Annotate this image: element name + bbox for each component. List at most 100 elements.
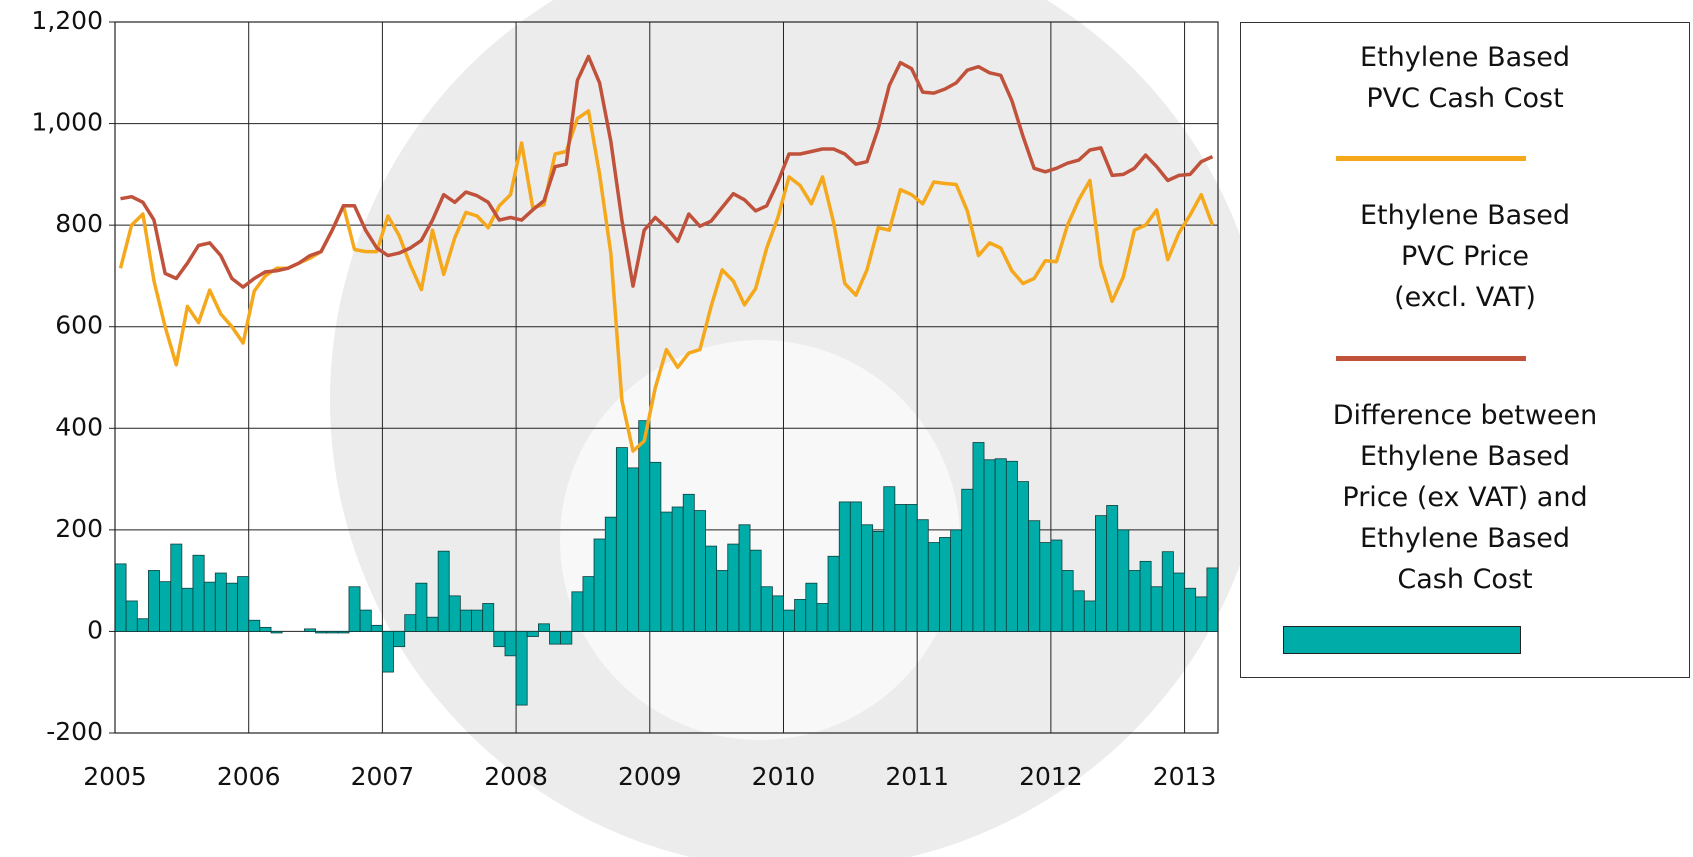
bar [1061, 570, 1074, 632]
bar [1206, 567, 1219, 632]
legend-label: Ethylene Based PVC Price (excl. VAT) [1359, 200, 1571, 313]
y-tick-label: 1,000 [31, 108, 103, 137]
bar [1072, 590, 1085, 632]
y-tick-label: 0 [87, 615, 103, 644]
bar [738, 524, 751, 632]
bar [660, 511, 673, 632]
y-tick-label: 800 [55, 209, 103, 238]
bar [593, 538, 606, 632]
y-tick-label: 200 [55, 514, 103, 543]
bar [159, 581, 172, 632]
bar [927, 542, 940, 632]
bar [760, 586, 773, 632]
bar [437, 550, 450, 632]
y-tick-label: 1,200 [31, 6, 103, 35]
bar [1050, 539, 1063, 632]
bar [582, 576, 595, 632]
bar [638, 420, 651, 632]
bar [404, 614, 417, 632]
bar [125, 600, 138, 632]
bar [270, 631, 283, 634]
x-tick-label: 2007 [351, 762, 415, 791]
bar [693, 510, 706, 632]
bar [627, 467, 640, 632]
bar [1117, 529, 1130, 632]
legend-label: Difference between Ethylene Based Price … [1332, 400, 1598, 595]
bar [883, 486, 896, 632]
watermark [560, 340, 960, 740]
bar [471, 609, 484, 632]
bar [348, 586, 361, 632]
legend-swatch [1283, 626, 1521, 654]
bar [1028, 520, 1041, 632]
bar [771, 595, 784, 632]
bar [1195, 596, 1208, 632]
bar [1106, 505, 1119, 632]
bar [816, 603, 829, 632]
x-tick-label: 2009 [618, 762, 682, 791]
y-tick-label: -200 [46, 717, 103, 746]
bar [872, 530, 885, 632]
bar [950, 529, 963, 632]
legend-swatch [1336, 156, 1526, 161]
bar [504, 631, 517, 657]
bar [794, 599, 807, 632]
x-tick-label: 2006 [217, 762, 281, 791]
bar [515, 631, 528, 706]
bar [827, 555, 840, 632]
bar [259, 626, 272, 632]
bar [861, 524, 874, 632]
bar [571, 591, 584, 632]
bar [705, 545, 718, 632]
bar [448, 595, 461, 632]
x-tick-label: 2013 [1153, 762, 1217, 791]
bar [381, 631, 394, 673]
bar [170, 543, 183, 632]
bar [326, 631, 339, 634]
bar [192, 554, 205, 632]
bar [214, 572, 227, 632]
y-tick-label: 600 [55, 311, 103, 340]
bar [482, 603, 495, 632]
legend-label: Ethylene Based PVC Cash Cost [1359, 42, 1571, 114]
bar [415, 582, 428, 632]
bar [749, 549, 762, 632]
plot-frame [114, 21, 1219, 734]
bar [181, 587, 194, 632]
bar [1039, 542, 1052, 632]
bar [526, 631, 539, 637]
bar [671, 506, 684, 632]
y-tick-label: 400 [55, 412, 103, 441]
bar [459, 609, 472, 632]
bar [1173, 572, 1185, 632]
bar [359, 609, 372, 632]
legend-swatch [1336, 356, 1526, 361]
legend: Ethylene Based PVC Cash Cost Ethylene Bas… [1240, 22, 1690, 678]
bar [1150, 586, 1163, 632]
bar [994, 458, 1007, 632]
bar [1139, 560, 1152, 632]
bar [1094, 515, 1108, 632]
bar [114, 563, 127, 632]
bar [905, 504, 918, 632]
bar [1083, 600, 1096, 632]
bar [1005, 460, 1018, 632]
bar [393, 631, 406, 648]
x-tick-label: 2010 [752, 762, 816, 791]
x-tick-label: 2011 [885, 762, 949, 791]
bar [961, 488, 974, 632]
bar [894, 504, 907, 632]
bar [604, 516, 617, 632]
bar [148, 570, 160, 632]
bar [337, 631, 350, 634]
bar [370, 624, 383, 632]
bar [1128, 570, 1141, 632]
bar [615, 447, 628, 632]
x-tick-label: 2012 [1019, 762, 1083, 791]
bar [682, 493, 695, 632]
bar [248, 619, 261, 632]
bar [1184, 587, 1197, 632]
bar [315, 631, 328, 634]
